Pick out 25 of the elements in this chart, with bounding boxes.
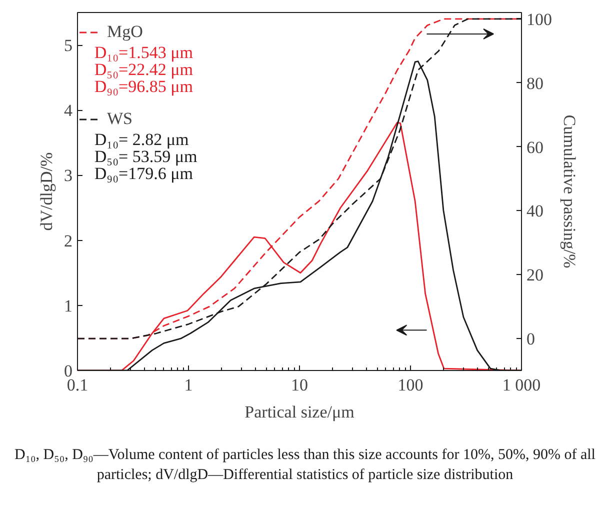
y2-tick-label: 60 [526,138,544,157]
legend-label: WS [107,109,132,129]
y-tick-label: 5 [64,36,72,56]
x-tick-label: 1 [184,376,193,394]
x-axis-title: Partical size/μm [244,402,354,422]
y-tick-label: 2 [64,231,72,250]
annotation: D₁₀= 2.82 μm [94,130,189,149]
y-tick-label: 1 [64,296,72,316]
y-tick-label: 4 [64,101,73,120]
y2-tick-label: 80 [526,74,544,93]
x-tick-label: 1 000 [502,376,541,394]
x-tick-label: 10 [291,376,308,394]
legend-label: MgO [107,22,143,42]
annotation: D₁₀=1.543 μm [94,43,193,62]
y2-tick-label: 20 [526,266,544,285]
annotation: D₉₀=96.85 μm [94,77,193,96]
x-tick-label: 100 [398,376,424,394]
y2-axis-title: Cumulative passing/% [560,114,579,268]
y2-tick-label: 40 [526,202,544,221]
y-axis-title: dV/dlgD/% [37,152,56,231]
text: D₁₀, D₅₀, D₉₀—Volume content of particles less than this size accounts for 10%, 50%, 90% of all particles; dV/dlgD—Differential statistics of particle size distribution [14,446,596,484]
y-tick-label: 3 [64,166,72,186]
annotation: D₅₀=22.42 μm [94,60,193,79]
y2-tick-label: 100 [526,10,552,29]
y2-tick-label: 0 [526,330,535,349]
